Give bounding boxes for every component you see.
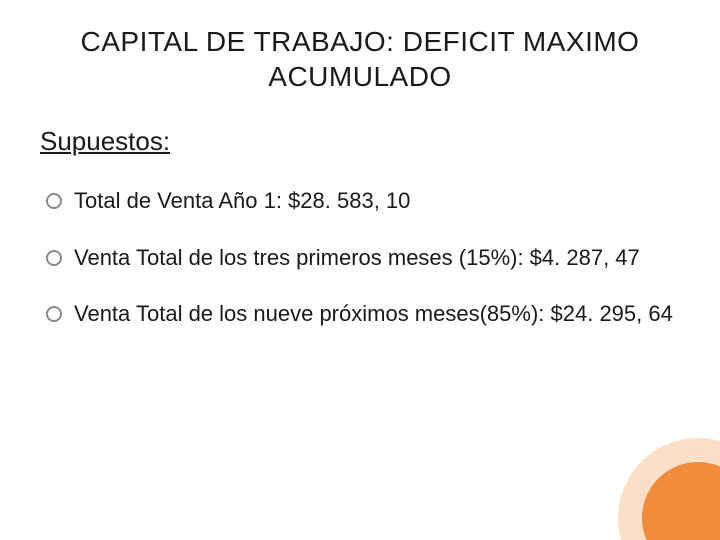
bullet-item: Total de Venta Año 1: $28. 583, 10 (46, 187, 680, 216)
bullet-item: Venta Total de los tres primeros meses (… (46, 244, 680, 273)
slide-subtitle: Supuestos: (40, 126, 680, 157)
accent-circle (618, 438, 720, 540)
slide: CAPITAL DE TRABAJO: DEFICIT MAXIMO ACUMU… (0, 0, 720, 540)
bullet-item: Venta Total de los nueve próximos meses(… (46, 300, 680, 329)
slide-title: CAPITAL DE TRABAJO: DEFICIT MAXIMO ACUMU… (40, 24, 680, 94)
bullet-list: Total de Venta Año 1: $28. 583, 10 Venta… (40, 187, 680, 329)
